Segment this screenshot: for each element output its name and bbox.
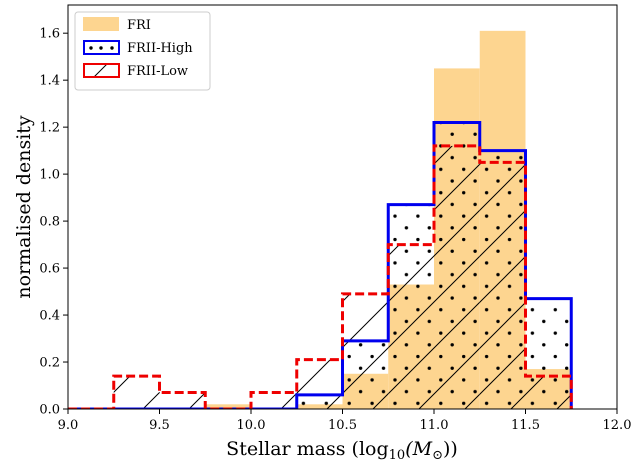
bar-frii-low-hatch bbox=[388, 244, 434, 409]
y-tick-label: 0.8 bbox=[39, 215, 60, 230]
axes-layer: 9.0 9.5 10.0 10.5 11.0 11.5 12.0 0.0 0.2 0.4 0.6 0.… bbox=[39, 27, 631, 433]
bar-frii-low-hatch bbox=[251, 392, 297, 409]
bar-frii-low-hatch bbox=[525, 376, 572, 409]
x-axis-label-sub: 10 bbox=[389, 448, 406, 463]
legend-swatch-frii-high bbox=[83, 40, 120, 55]
y-tick-label: 1.4 bbox=[39, 74, 60, 89]
x-axis-label: Stellar mass (log10(M⊙)) bbox=[226, 438, 458, 463]
legend-label-fri: FRI bbox=[127, 18, 151, 33]
x-tick-label: 9.0 bbox=[58, 418, 79, 433]
legend-dot bbox=[99, 46, 103, 50]
legend-hatch-line bbox=[93, 63, 108, 78]
y-tick-label: 0.4 bbox=[39, 309, 60, 324]
legend: FRI FRII-High FRII-Low bbox=[74, 11, 211, 91]
y-tick-label: 1.0 bbox=[39, 168, 60, 183]
series-layer bbox=[68, 30, 573, 409]
x-axis-label-end: )) bbox=[443, 438, 458, 460]
x-tick-label: 9.5 bbox=[149, 418, 170, 433]
step-line-frii-high bbox=[68, 120, 573, 409]
x-axis-label-mid: (M bbox=[405, 438, 432, 460]
y-axis-label: normalised density bbox=[13, 115, 35, 299]
x-axis-label-main: Stellar mass (log bbox=[226, 438, 388, 460]
x-tick-label: 10.0 bbox=[237, 418, 266, 433]
y-tick-label: 1.2 bbox=[39, 121, 60, 136]
legend-swatch-frii-low-fill bbox=[84, 64, 119, 77]
x-tick-label: 10.5 bbox=[328, 418, 357, 433]
bar-frii-low-hatch bbox=[342, 293, 389, 409]
legend-swatch-frii-low bbox=[83, 63, 120, 78]
x-tick-label: 11.5 bbox=[511, 418, 540, 433]
y-tick-label: 1.6 bbox=[39, 27, 60, 42]
bar-frii-low-hatch bbox=[296, 359, 343, 409]
legend-dot bbox=[110, 46, 114, 50]
bar-fri bbox=[205, 404, 251, 409]
step-line-frii-low bbox=[68, 144, 573, 409]
legend-swatch-fri bbox=[83, 17, 119, 31]
bar-frii-low-hatch bbox=[113, 376, 160, 409]
x-axis-label-sun: ⊙ bbox=[432, 448, 443, 463]
y-tick-label: 0.0 bbox=[39, 403, 60, 418]
bar-frii-low-hatch bbox=[434, 145, 480, 409]
y-tick-label: 0.2 bbox=[39, 356, 60, 371]
y-tick-label: 0.6 bbox=[39, 262, 60, 277]
bar-frii-low-hatch bbox=[159, 392, 206, 409]
legend-label-frii-high: FRII-High bbox=[127, 41, 193, 56]
legend-dot bbox=[89, 46, 93, 50]
x-tick-label: 12.0 bbox=[603, 418, 632, 433]
bar-frii-low-hatch bbox=[479, 162, 526, 409]
x-tick-label: 11.0 bbox=[420, 418, 449, 433]
legend-label-frii-low: FRII-Low bbox=[127, 64, 188, 79]
